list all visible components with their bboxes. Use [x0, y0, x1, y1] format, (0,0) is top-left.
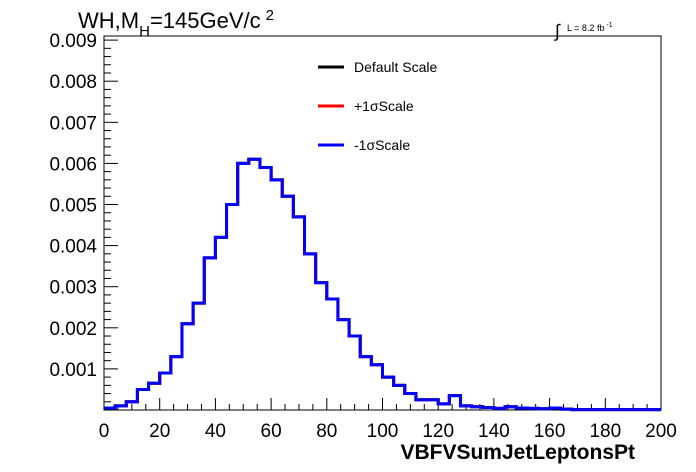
- y-axis: 0.001 0.002 0.003 0.004 0.005 0.006 0.007 0.008…: [49, 31, 118, 403]
- chart-title: WH,MH=145GeV/c 2: [78, 7, 274, 40]
- series-line--1-scale: [104, 157, 661, 412]
- x-tick-label: 100: [367, 421, 399, 442]
- x-tick-label: 200: [645, 421, 677, 442]
- integral-sign: ∫: [553, 21, 561, 41]
- x-tick-label: 40: [205, 421, 226, 442]
- legend-label: +1σScale: [354, 98, 414, 114]
- y-tick-label: 0.009: [49, 31, 97, 52]
- y-tick-label: 0.001: [49, 360, 97, 381]
- x-tick-label: 180: [589, 421, 621, 442]
- plot-frame: [103, 35, 662, 411]
- x-tick-label: 140: [478, 421, 510, 442]
- lumi-value: L = 8.2 fb: [567, 23, 604, 33]
- x-tick-label: 20: [149, 421, 170, 442]
- y-tick-label: 0.005: [49, 196, 97, 217]
- x-tick-label: 80: [316, 421, 337, 442]
- title-subscript: H: [139, 23, 150, 40]
- y-tick-label: 0.007: [49, 113, 97, 134]
- x-tick-label: 160: [534, 421, 566, 442]
- lumi-text: L = 8.2 fb -1: [567, 22, 613, 33]
- y-tick-label: 0.004: [49, 237, 97, 258]
- title-superscript: 2: [266, 7, 274, 24]
- series-group: [104, 157, 661, 412]
- x-tick-label: 60: [261, 421, 282, 442]
- x-axis: 0 20 40 60 80 100 120 140 160 180 200: [99, 398, 677, 442]
- x-tick-label: 0: [99, 421, 110, 442]
- y-tick-label: 0.008: [49, 72, 97, 93]
- x-tick-label: 120: [422, 421, 454, 442]
- x-axis-label: VBFVSumJetLeptonsPt: [400, 441, 635, 464]
- y-tick-label: 0.006: [49, 154, 97, 175]
- y-tick-label: 0.003: [49, 278, 97, 299]
- legend-label: Default Scale: [354, 59, 437, 75]
- lumi-superscript: -1: [606, 22, 612, 29]
- title-rest: =145GeV/c: [150, 8, 261, 33]
- luminosity-label: ∫ L = 8.2 fb -1: [553, 21, 613, 41]
- legend-label: -1σScale: [354, 137, 410, 153]
- title-main: WH,M: [78, 8, 139, 33]
- y-tick-label: 0.002: [49, 319, 97, 340]
- legend: Default Scale +1σScale -1σScale: [318, 59, 437, 153]
